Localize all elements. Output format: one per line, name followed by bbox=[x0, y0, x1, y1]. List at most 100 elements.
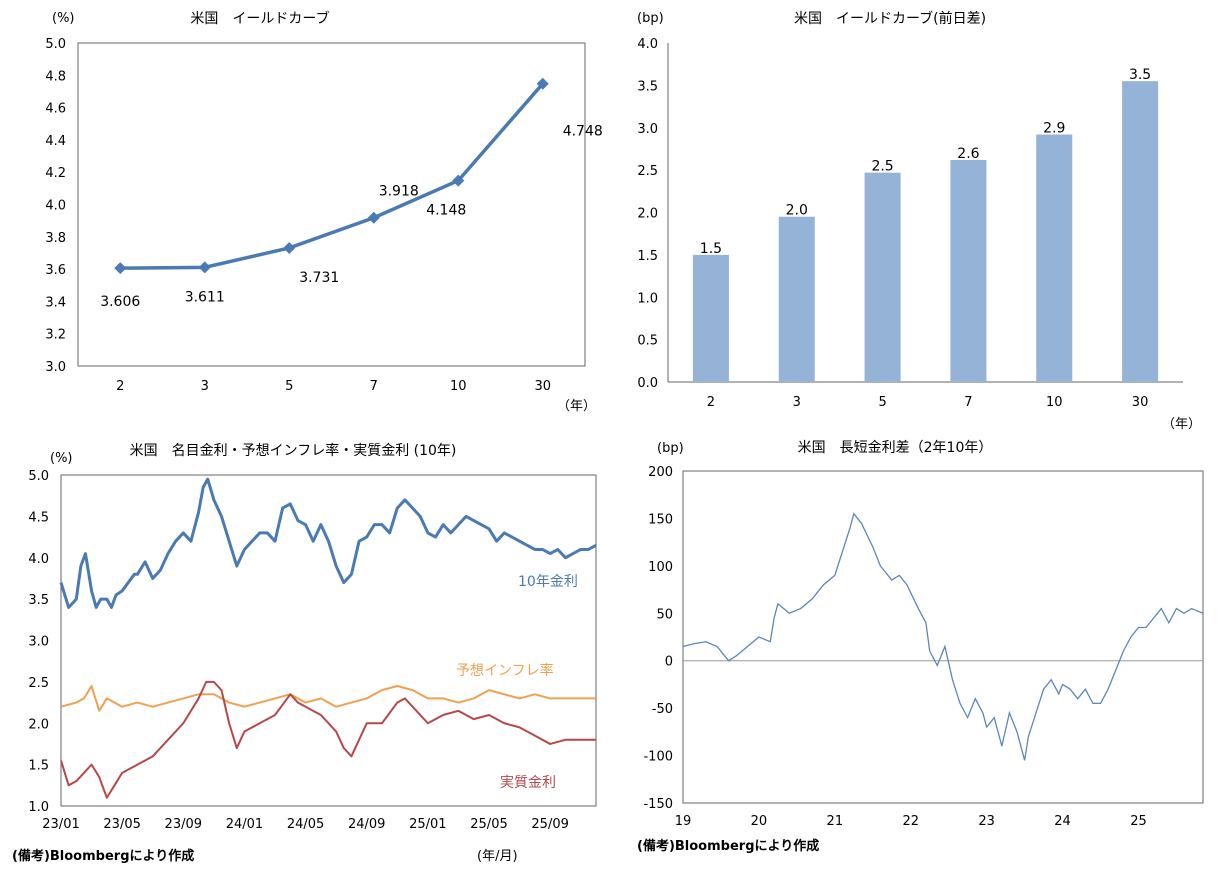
y-tick-label: 50 bbox=[656, 607, 673, 622]
yield-curve-x-unit: （年） bbox=[557, 399, 596, 414]
y-tick-label: 5.0 bbox=[45, 37, 66, 52]
x-tick-label: 23 bbox=[978, 814, 995, 829]
x-tick-label: 30 bbox=[1132, 395, 1149, 410]
y-tick-label: 4.0 bbox=[45, 199, 66, 214]
legend-10y-rate: 10年金利 bbox=[518, 574, 578, 590]
x-tick-label: 24/01 bbox=[226, 817, 263, 832]
y-tick-label: 0.5 bbox=[637, 334, 658, 349]
y-tick-label: 1.0 bbox=[637, 291, 658, 306]
spread-chart: 米国 長短金利差（2年10年） (bp) -150 -100 -50 0 50 100 15… bbox=[643, 440, 1204, 829]
y-tick-label: 4.4 bbox=[45, 134, 66, 149]
data-label: 2.5 bbox=[871, 159, 893, 175]
x-tick-label: 2 bbox=[116, 379, 124, 394]
y-tick-label: 0.0 bbox=[637, 376, 658, 391]
data-label: 4.148 bbox=[426, 203, 466, 219]
yield-change-x-unit: （年） bbox=[1162, 417, 1201, 432]
x-tick-label: 24 bbox=[1054, 814, 1071, 829]
y-tick-label: 3.0 bbox=[637, 122, 658, 137]
y-tick-label: 4.2 bbox=[45, 166, 66, 181]
bar bbox=[1036, 134, 1073, 382]
bar bbox=[950, 159, 987, 382]
y-tick-label: 4.0 bbox=[637, 37, 658, 52]
series-line bbox=[59, 477, 597, 609]
bar bbox=[864, 172, 901, 382]
y-tick-label: -150 bbox=[643, 797, 673, 812]
data-label: 1.5 bbox=[700, 241, 722, 257]
data-point-marker bbox=[198, 261, 211, 274]
yield-change-chart: 米国 イールドカーブ(前日差) (bp) （年） 0.0 0.5 1.0 1.5 2.0… bbox=[637, 10, 1201, 432]
spread-series-line bbox=[682, 512, 1204, 761]
legend-real-rate: 実質金利 bbox=[500, 775, 556, 791]
data-point-marker bbox=[114, 262, 127, 275]
x-tick-label: 25/09 bbox=[531, 817, 568, 832]
spread-title: 米国 長短金利差（2年10年） bbox=[798, 440, 993, 456]
x-tick-label: 19 bbox=[675, 814, 692, 829]
x-tick-label: 3 bbox=[201, 379, 209, 394]
y-tick-label: 2.5 bbox=[637, 164, 658, 179]
x-tick-label: 25/01 bbox=[409, 817, 446, 832]
x-tick-label: 7 bbox=[370, 379, 378, 394]
data-label: 3.918 bbox=[379, 184, 419, 200]
y-tick-label: 1.5 bbox=[637, 249, 658, 264]
rates-10y-x-unit: (年/月) bbox=[477, 849, 518, 864]
y-tick-label: 100 bbox=[648, 560, 673, 575]
y-tick-label: 2.0 bbox=[637, 207, 658, 222]
y-tick-label: 4.6 bbox=[45, 102, 66, 117]
y-tick-label: 3.0 bbox=[45, 360, 66, 375]
y-tick-label: 3.0 bbox=[28, 635, 49, 650]
x-tick-label: 24/05 bbox=[287, 817, 324, 832]
data-label: 4.748 bbox=[563, 124, 603, 140]
data-label: 2.0 bbox=[786, 203, 808, 219]
x-tick-label: 2 bbox=[707, 395, 715, 410]
x-tick-label: 24/09 bbox=[348, 817, 385, 832]
yield-curve-plot-area bbox=[77, 42, 586, 367]
x-tick-label: 10 bbox=[450, 379, 467, 394]
spread-unit-label: (bp) bbox=[657, 441, 684, 456]
x-tick-label: 25 bbox=[1130, 814, 1147, 829]
y-tick-label: 3.4 bbox=[45, 295, 66, 310]
y-tick-label: 3.8 bbox=[45, 231, 66, 246]
y-tick-label: 5.0 bbox=[28, 469, 49, 484]
data-label: 3.611 bbox=[185, 289, 225, 305]
data-label: 3.5 bbox=[1129, 67, 1151, 83]
x-tick-label: 5 bbox=[285, 379, 293, 394]
yield-change-unit-label: (bp) bbox=[637, 11, 664, 26]
series-line bbox=[60, 680, 596, 799]
y-tick-label: -50 bbox=[652, 702, 673, 717]
rates-10y-chart: 米国 名目金利・予想インフレ率・実質金利 (10年) (%) (年/月) 1.0… bbox=[28, 442, 597, 864]
spread-plot-area bbox=[682, 470, 1204, 804]
x-tick-label: 23/09 bbox=[165, 817, 202, 832]
bar bbox=[692, 254, 729, 382]
y-tick-label: 4.0 bbox=[28, 552, 49, 567]
x-tick-label: 3 bbox=[793, 395, 801, 410]
footnote-right: (備考)Bloombergにより作成 bbox=[637, 838, 819, 854]
yield-curve-series-line bbox=[120, 82, 545, 270]
x-tick-label: 10 bbox=[1046, 395, 1063, 410]
x-tick-label: 23/01 bbox=[42, 817, 79, 832]
x-tick-label: 22 bbox=[902, 814, 919, 829]
x-tick-label: 7 bbox=[964, 395, 972, 410]
y-tick-label: 3.2 bbox=[45, 328, 66, 343]
rates-10y-plot-area bbox=[60, 474, 597, 807]
rates-10y-unit-label: (%) bbox=[50, 451, 73, 466]
x-tick-label: 25/05 bbox=[470, 817, 507, 832]
data-point-marker bbox=[536, 77, 549, 90]
y-tick-label: 3.5 bbox=[637, 79, 658, 94]
y-tick-label: 2.5 bbox=[28, 676, 49, 691]
x-tick-label: 30 bbox=[534, 379, 551, 394]
y-tick-label: 4.5 bbox=[28, 510, 49, 525]
y-tick-label: 1.5 bbox=[28, 759, 49, 774]
bar bbox=[778, 216, 815, 382]
y-tick-label: 3.6 bbox=[45, 263, 66, 278]
y-tick-label: 200 bbox=[648, 465, 673, 480]
data-label: 2.6 bbox=[957, 146, 979, 162]
y-tick-label: 1.0 bbox=[28, 800, 49, 815]
series-line bbox=[60, 685, 596, 712]
legend-expected-inflation: 予想インフレ率 bbox=[456, 662, 554, 679]
y-tick-label: 150 bbox=[648, 512, 673, 527]
y-tick-label: -100 bbox=[643, 750, 673, 765]
rates-10y-title: 米国 名目金利・予想インフレ率・実質金利 (10年) bbox=[130, 442, 457, 459]
data-point-marker bbox=[367, 211, 380, 224]
yield-change-title: 米国 イールドカーブ(前日差) bbox=[794, 10, 986, 27]
